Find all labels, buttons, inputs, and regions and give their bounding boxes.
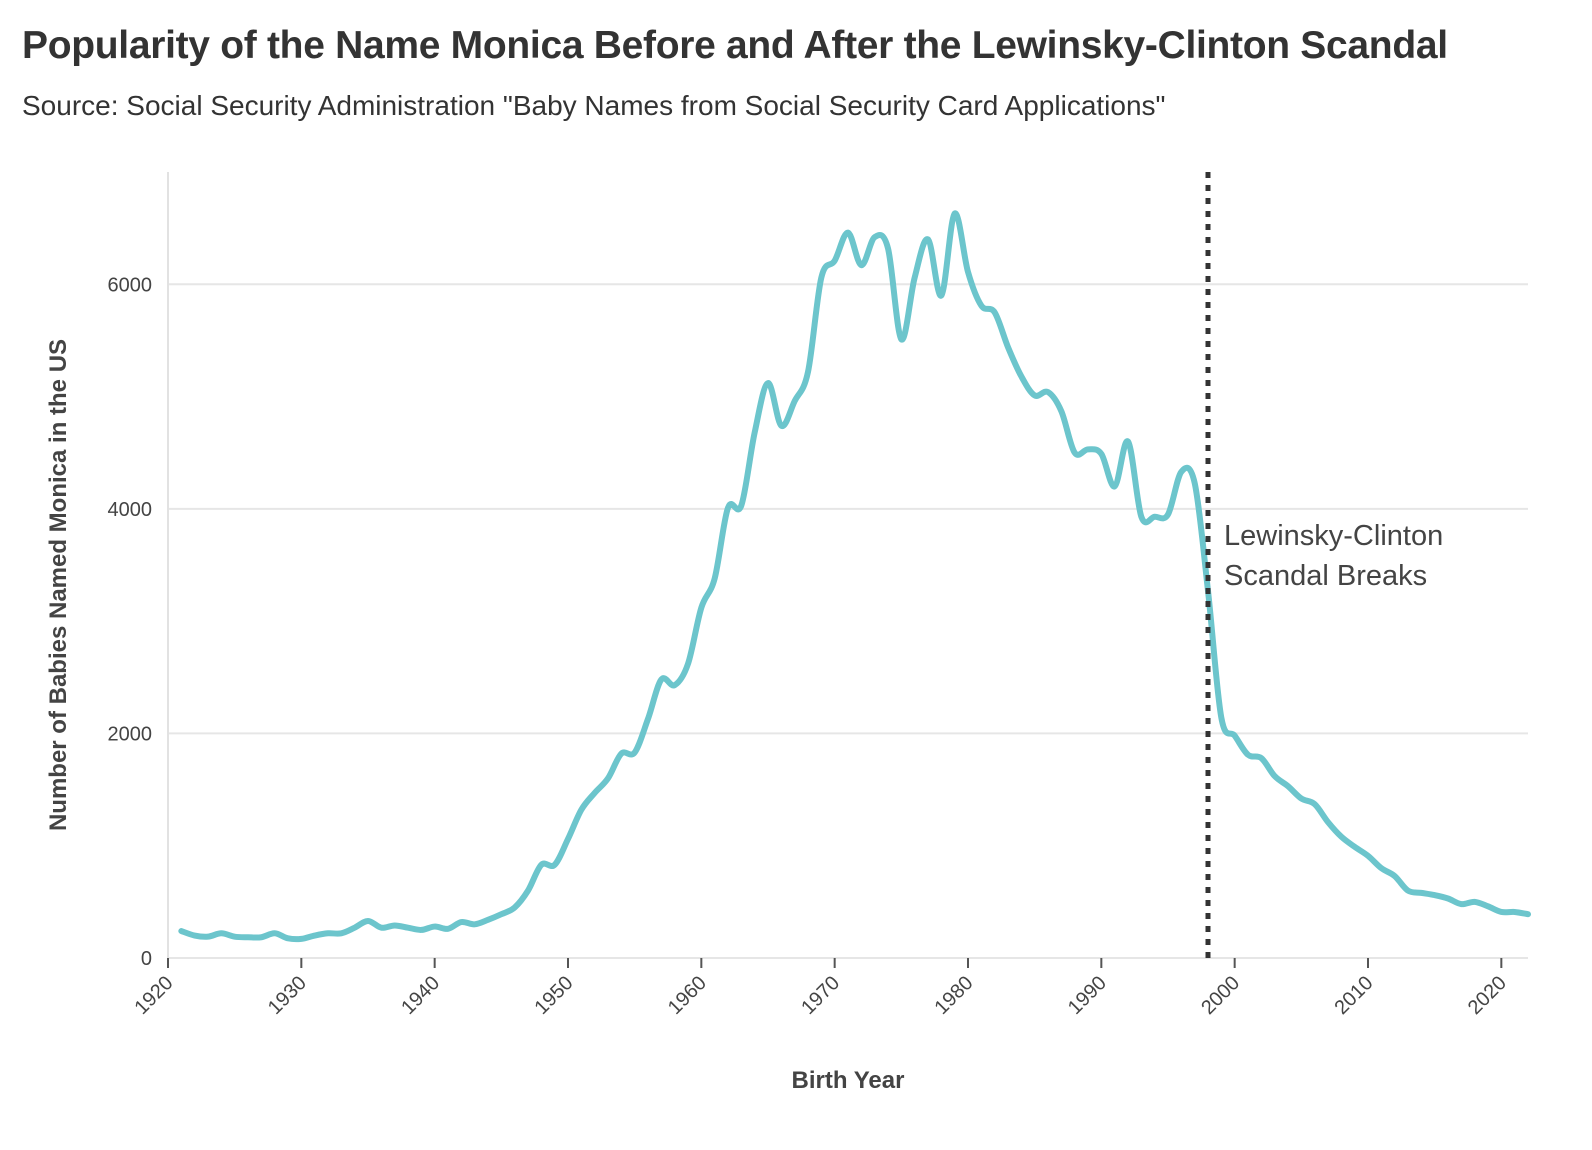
x-tick-label: 1920 — [131, 972, 178, 1019]
chart-title: Popularity of the Name Monica Before and… — [22, 24, 1448, 67]
annotation-line-2: Scandal Breaks — [1224, 560, 1427, 592]
x-tick-label: 2000 — [1197, 972, 1244, 1019]
x-axis-ticks: 1920 1930 1940 1950 1960 1970 1980 1990 2000 2010… — [131, 958, 1511, 1019]
x-tick-label: 1980 — [931, 972, 978, 1019]
x-tick-label: 1950 — [531, 972, 578, 1019]
x-tick-label: 2020 — [1464, 972, 1511, 1019]
x-tick-label: 1960 — [664, 972, 711, 1019]
x-tick-label: 1990 — [1064, 972, 1111, 1019]
gridlines — [168, 283, 1528, 959]
y-axis-ticks: 0 2000 4000 6000 — [108, 274, 153, 970]
x-tick-label: 2010 — [1331, 972, 1378, 1019]
x-tick-label: 1940 — [397, 972, 444, 1019]
y-tick-label: 6000 — [108, 274, 153, 296]
series-line — [178, 210, 1531, 943]
y-tick-label: 0 — [141, 948, 152, 970]
chart-subtitle: Source: Social Security Administration "… — [22, 90, 1166, 121]
x-axis-title: Birth Year — [792, 1067, 905, 1094]
annotation-line-1: Lewinsky-Clinton — [1224, 520, 1443, 552]
y-tick-label: 2000 — [108, 723, 153, 745]
y-axis-title: Number of Babies Named Monica in the US — [45, 339, 72, 831]
y-tick-label: 4000 — [108, 499, 153, 521]
x-tick-label: 1930 — [264, 972, 311, 1019]
x-tick-label: 1970 — [797, 972, 844, 1019]
